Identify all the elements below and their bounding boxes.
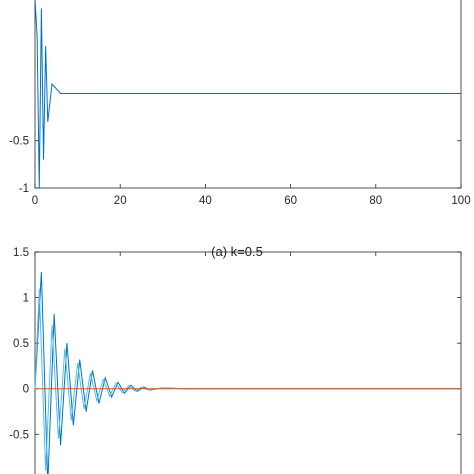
- y-tick-label: 1: [23, 293, 29, 305]
- y-tick-label: 0: [23, 384, 29, 396]
- y-tick-label: -0.5: [9, 136, 29, 148]
- x-tick-label: 100: [451, 195, 470, 207]
- y-tick-label: 1.5: [13, 247, 29, 259]
- x-tick-label: 40: [199, 195, 212, 207]
- y-tick-label: 0.5: [13, 338, 29, 350]
- x-tick-label: 0: [32, 195, 38, 207]
- x-tick-label: 80: [369, 195, 382, 207]
- series-line-1: [34, 288, 461, 471]
- caption-a: (a) k=0.5: [211, 244, 263, 259]
- x-tick-label: 20: [114, 195, 127, 207]
- series-line-0: [34, 0, 461, 189]
- y-tick-label: -0.5: [9, 429, 29, 441]
- x-tick-label: 60: [284, 195, 297, 207]
- series-line-0: [34, 272, 461, 474]
- axes-box: [34, 0, 462, 189]
- axes-box: [34, 251, 462, 474]
- chart-panel-a: 0 20 40 60 80 100 -1 -0.5: [9, 0, 471, 207]
- chart-panel-b: -0.5 0 0.5 1 1.5: [9, 247, 462, 474]
- y-tick-label: -1: [19, 183, 29, 195]
